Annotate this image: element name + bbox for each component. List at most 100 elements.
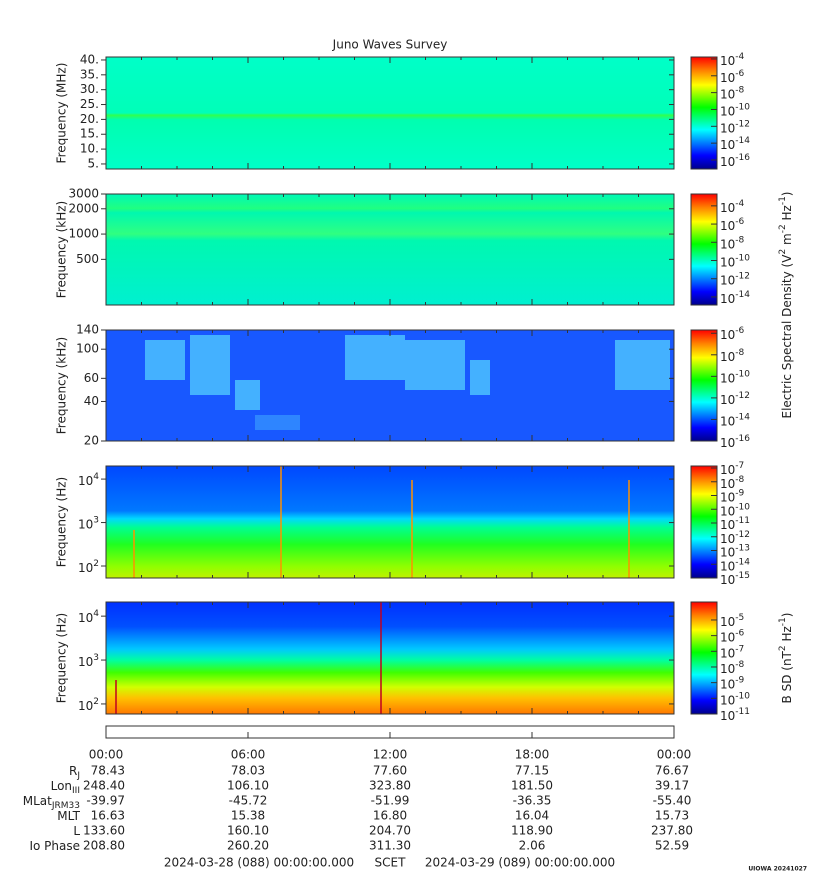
- tick-base: 10: [720, 545, 735, 559]
- colorbar-tick-label: 10-9: [720, 675, 745, 691]
- y-tick-label: 40: [84, 394, 99, 408]
- tick-base: 10: [720, 104, 735, 118]
- tick-exponent: 3: [93, 515, 99, 525]
- time-tick-label: 00:00: [89, 748, 124, 762]
- colorbar-tick-label: 10-12: [720, 529, 750, 545]
- colorbar-tick-label: 10-6: [720, 68, 745, 84]
- colorbar-tick-label: 10-8: [720, 659, 745, 675]
- colorbar-tick-label: 10-6: [720, 217, 745, 233]
- colorbar-tick-label: 10-11: [720, 707, 750, 723]
- scet-label: SCET: [375, 856, 407, 870]
- tick-exponent: -5: [735, 612, 744, 622]
- tick-base: 10: [720, 573, 735, 587]
- colorbar-tick-label: 10-9: [720, 488, 745, 504]
- time-tick-label: 00:00: [657, 748, 692, 762]
- tick-base: 10: [720, 414, 735, 428]
- ephemeris-value: 78.43: [91, 764, 125, 778]
- colorbar-tick-label: 10-14: [720, 289, 750, 305]
- y-axis-label: Frequency (Hz): [55, 477, 69, 568]
- tick-base: 10: [720, 349, 735, 363]
- tick-exponent: -6: [735, 217, 744, 227]
- text-part: MLat: [23, 794, 52, 808]
- tick-base: 10: [720, 518, 735, 532]
- tick-base: 10: [720, 436, 735, 450]
- y-tick-label: 10.: [80, 142, 99, 156]
- tick-exponent: -10: [735, 691, 750, 701]
- tick-base: 10: [720, 476, 735, 490]
- colorbar: [690, 465, 718, 579]
- tick-base: 10: [720, 219, 735, 233]
- y-tick-label: 3000: [68, 187, 99, 201]
- colorbar-tick-label: 10-8: [720, 474, 745, 490]
- tick-base: 10: [720, 559, 735, 573]
- text-part: 2: [778, 645, 788, 651]
- ephemeris-value: 78.03: [231, 764, 265, 778]
- ephemeris-label: L: [73, 824, 80, 838]
- ephemeris-label: MLatJRM33: [23, 794, 80, 811]
- tick-base: 10: [720, 661, 735, 675]
- colorbar-tick-label: 10-14: [720, 557, 750, 573]
- tick-exponent: -9: [735, 488, 744, 498]
- colorbar-tick-label: 10-12: [720, 119, 750, 135]
- colorbar-tick-label: 10-8: [720, 347, 745, 363]
- y-tick-label: 35.: [80, 67, 99, 81]
- colorbar-tick-label: 10-4: [720, 51, 745, 67]
- spectrogram: [106, 602, 674, 714]
- text-part: III: [72, 786, 80, 796]
- tick-base: 10: [720, 392, 735, 406]
- colorbar-tick-label: 10-13: [720, 543, 750, 559]
- tick-exponent: -12: [735, 390, 750, 400]
- y-tick-label: 103: [78, 653, 99, 669]
- y-tick-label: 102: [78, 559, 99, 575]
- tick-base: 10: [78, 698, 93, 712]
- tick-base: 10: [720, 693, 735, 707]
- tick-exponent: -14: [735, 412, 750, 422]
- text-part: ): [780, 613, 794, 618]
- colorbar-tick-label: 10-6: [720, 628, 745, 644]
- text-part: R: [69, 764, 77, 778]
- tick-exponent: -14: [735, 136, 750, 146]
- colorbar-tick-label: 10-14: [720, 136, 750, 152]
- tick-exponent: -4: [735, 198, 744, 208]
- tick-base: 10: [78, 611, 93, 625]
- tick-base: 10: [720, 646, 735, 660]
- tick-exponent: -6: [735, 628, 744, 638]
- tick-base: 10: [78, 474, 93, 488]
- colorbar-label: B SD (nT2 Hz-1): [778, 613, 794, 704]
- tick-exponent: -12: [735, 529, 750, 539]
- colorbar-tick-label: 10-16: [720, 152, 750, 168]
- ephemeris-value: 260.20: [227, 839, 269, 853]
- y-tick-label: 500: [76, 252, 99, 266]
- ephemeris-value: 2.06: [519, 839, 546, 853]
- text-part: Hz: [780, 626, 794, 645]
- text-part: JRM33: [51, 801, 80, 811]
- tick-exponent: -8: [735, 659, 744, 669]
- tick-exponent: -7: [735, 644, 744, 654]
- text-part: B SD (nT: [780, 650, 794, 703]
- tick-base: 10: [720, 87, 735, 101]
- text-part: -1: [778, 196, 788, 205]
- emission-streaks: [145, 335, 670, 430]
- y-tick-label: 5.: [88, 156, 99, 170]
- tick-base: 10: [720, 614, 735, 628]
- scet-start: 2024-03-28 (088) 00:00:00.000: [164, 856, 354, 870]
- ephemeris-value: 323.80: [369, 779, 411, 793]
- tick-base: 10: [720, 504, 735, 518]
- footer: UIOWA 20241027: [748, 866, 807, 873]
- emission-streaks: [133, 466, 630, 578]
- y-tick-label: 40.: [80, 52, 99, 66]
- colorbar: [690, 329, 718, 442]
- colorbar-tick-label: 10-4: [720, 198, 745, 214]
- text-part: L: [73, 824, 80, 838]
- colorbar-tick-label: 10-10: [720, 369, 750, 385]
- tick-exponent: -7: [735, 461, 744, 471]
- ephemeris-label: Io Phase: [29, 839, 80, 853]
- ephemeris-value: 76.67: [655, 764, 689, 778]
- tick-base: 10: [720, 53, 735, 67]
- tick-exponent: -11: [735, 707, 750, 717]
- y-tick-label: 1000: [68, 227, 99, 241]
- tick-exponent: -11: [735, 516, 750, 526]
- tick-exponent: -8: [735, 85, 744, 95]
- text-part: MLT: [57, 809, 80, 823]
- tick-base: 10: [720, 121, 735, 135]
